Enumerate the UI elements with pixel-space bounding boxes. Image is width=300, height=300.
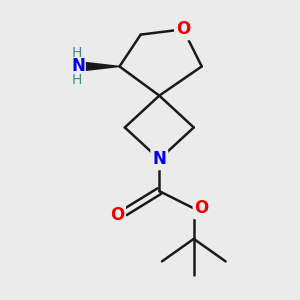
Polygon shape xyxy=(85,62,119,70)
Text: O: O xyxy=(195,200,209,217)
Text: N: N xyxy=(152,150,166,168)
Text: O: O xyxy=(176,20,190,38)
Text: H: H xyxy=(72,46,82,60)
Text: O: O xyxy=(110,206,124,224)
Text: H: H xyxy=(72,73,82,87)
Text: N: N xyxy=(71,57,85,75)
